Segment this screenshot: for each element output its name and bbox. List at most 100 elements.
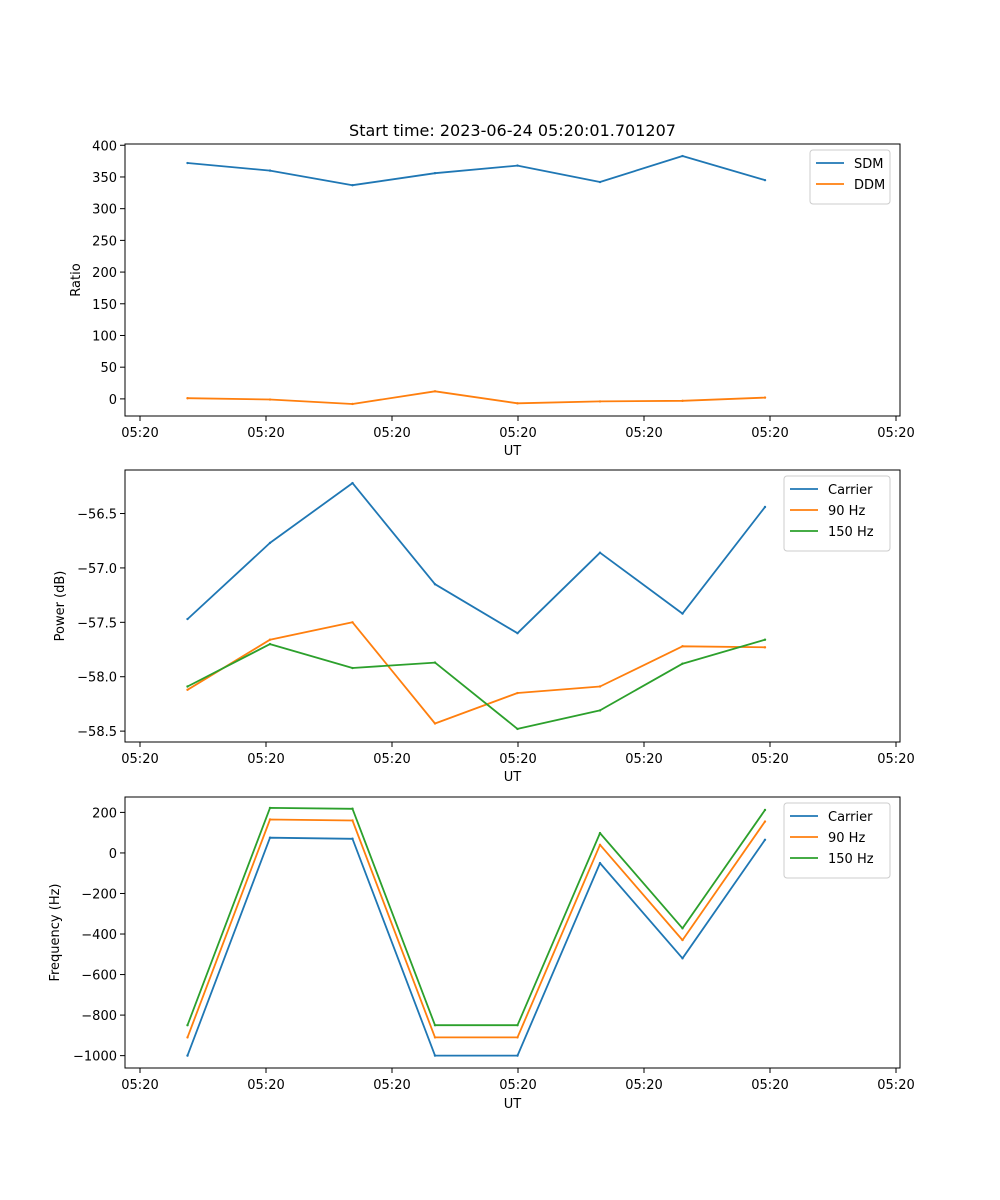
data-point [763, 820, 767, 823]
data-point [433, 661, 437, 664]
data-point [516, 1024, 519, 1027]
series-line-150-hz [186, 807, 766, 1027]
y-axis-label: Frequency (Hz) [48, 883, 63, 981]
legend-entry: 150 Hz [828, 525, 874, 540]
x-tick-label: 05:20 [121, 752, 158, 767]
x-tick-label: 05:20 [247, 752, 284, 767]
data-point [516, 632, 519, 635]
legend: SDM DDM [809, 149, 891, 205]
series-line-ddm [187, 390, 766, 405]
data-point [268, 169, 272, 172]
data-point [681, 927, 684, 930]
data-point [763, 646, 767, 649]
data-point [433, 583, 437, 586]
data-point [268, 638, 272, 641]
data-point [351, 837, 354, 840]
data-point [351, 481, 354, 485]
y-tick-label: 50 [100, 361, 117, 376]
data-point [351, 621, 354, 624]
data-point [186, 688, 189, 691]
data-point [516, 1054, 519, 1057]
y-axis-label: Power (dB) [53, 571, 68, 642]
legend-box [783, 475, 891, 552]
x-tick-label: 05:20 [877, 426, 914, 441]
x-tick-label: 05:20 [373, 1078, 410, 1093]
legend-box [783, 802, 891, 879]
y-tick-label: 0 [109, 847, 117, 862]
data-point [598, 843, 602, 847]
y-tick-label: 100 [92, 329, 117, 344]
legend-entry: DDM [854, 178, 885, 193]
y-tick-label: 250 [92, 234, 117, 249]
data-point [763, 396, 767, 399]
data-point [186, 1024, 189, 1027]
legend-entry: SDM [854, 157, 883, 172]
y-tick-label: 300 [92, 203, 117, 218]
y-tick-label: −58.0 [77, 671, 117, 686]
data-point [681, 645, 684, 648]
data-point [598, 685, 602, 688]
y-tick-label: −400 [81, 928, 117, 943]
x-tick-label: 05:20 [877, 752, 914, 767]
data-point [763, 178, 767, 182]
y-tick-label: 0 [109, 393, 117, 408]
chart-panel-3: 05:2005:2005:2005:2005:2005:2005:2005:21… [48, 796, 915, 1112]
x-tick-label: 05:20 [625, 426, 662, 441]
data-point [516, 727, 519, 731]
data-point [351, 819, 354, 822]
data-point [681, 612, 684, 615]
data-point [681, 938, 684, 942]
x-tick-label: 05:20 [751, 426, 788, 441]
x-tick-label: 05:20 [751, 752, 788, 767]
data-point [351, 184, 354, 187]
y-tick-label: −600 [81, 969, 117, 984]
data-point [186, 1036, 189, 1039]
x-tick-label: 05:20 [499, 1078, 536, 1093]
legend-entry: 90 Hz [828, 504, 865, 519]
data-point [681, 662, 684, 665]
data-point [598, 709, 602, 712]
x-axis-label: UT [504, 444, 522, 459]
series-line-90-hz [186, 818, 766, 1039]
x-tick-label: 05:20 [121, 1078, 158, 1093]
legend-entry: Carrier [828, 810, 873, 825]
legend: Carrier 90 Hz 150 Hz [783, 475, 891, 552]
data-point [516, 691, 519, 695]
chart-panel-1: 05:2005:2005:2005:2005:2005:2005:2005:21… [69, 121, 915, 459]
x-tick-label: 05:20 [247, 426, 284, 441]
y-tick-label: −57.5 [77, 616, 117, 631]
chart-title: Start time: 2023-06-24 05:20:01.701207 [349, 121, 676, 140]
y-tick-label: 150 [92, 298, 117, 313]
data-point [763, 838, 767, 841]
y-tick-label: −58.5 [77, 725, 117, 740]
data-point [681, 399, 684, 402]
axes-frame [124, 469, 901, 743]
legend-entry: 90 Hz [828, 831, 865, 846]
y-tick-label: −57.0 [77, 562, 117, 577]
data-point [433, 1054, 437, 1057]
x-tick-label: 05:20 [247, 1078, 284, 1093]
y-tick-label: 200 [92, 266, 117, 281]
data-point [433, 1024, 437, 1027]
data-point [186, 1054, 189, 1057]
data-point [186, 397, 189, 400]
y-tick-label: −56.5 [77, 508, 117, 523]
x-tick-label: 05:20 [877, 1078, 914, 1093]
data-point [268, 642, 272, 646]
data-point [681, 154, 684, 158]
data-point [268, 398, 272, 401]
y-tick-label: −200 [81, 887, 117, 902]
axes-frame [124, 796, 901, 1069]
data-point [268, 806, 272, 810]
data-point [433, 171, 437, 175]
y-axis-label: Ratio [69, 263, 84, 296]
x-tick-label: 05:20 [751, 1078, 788, 1093]
legend-entry: 150 Hz [828, 852, 874, 867]
x-tick-label: 05:20 [121, 426, 158, 441]
data-point [433, 390, 437, 393]
y-tick-label: 350 [92, 171, 117, 186]
series-line-150-hz [187, 638, 766, 730]
data-point [516, 402, 519, 405]
data-point [681, 957, 684, 960]
